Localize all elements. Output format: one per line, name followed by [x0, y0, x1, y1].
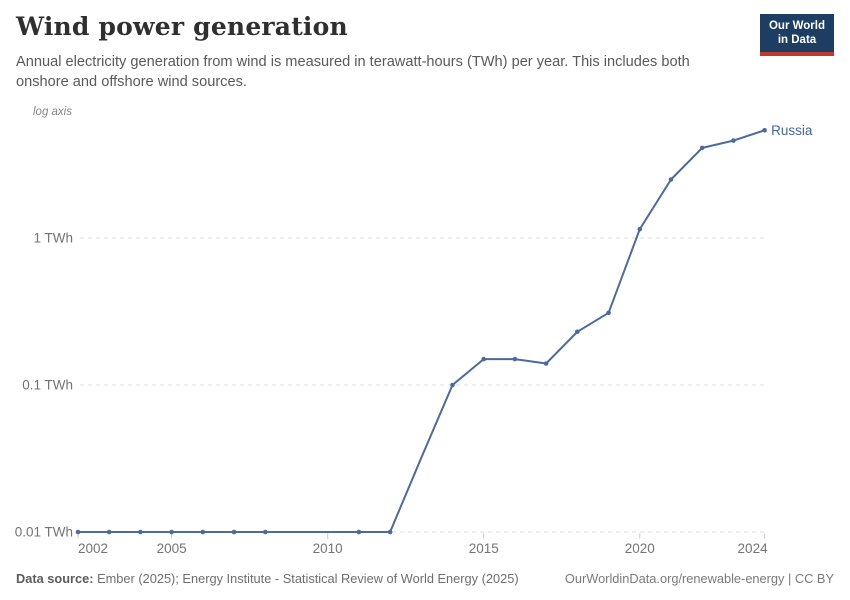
data-point-marker[interactable] [668, 177, 674, 182]
chart-subtitle: Annual electricity generation from wind … [16, 54, 690, 91]
data-point-marker[interactable] [356, 529, 362, 535]
data-point-marker[interactable] [481, 356, 487, 362]
data-point-marker[interactable] [263, 529, 268, 535]
data-point-marker[interactable] [606, 310, 611, 316]
data-source-label: Data source: [16, 571, 94, 586]
data-point-marker[interactable] [169, 529, 174, 535]
data-point-marker[interactable] [106, 529, 112, 535]
line-chart: 1 TWh 0.1 TWh 0.01 TWh log axis 2002 2005 2010… [15, 106, 813, 556]
data-source-text: Ember (2025); Energy Institute - Statist… [93, 571, 519, 586]
data-point-marker[interactable] [512, 356, 518, 362]
data-point-marker[interactable] [231, 529, 237, 535]
x-axis-label: 2005 [157, 541, 187, 556]
data-point-marker[interactable] [699, 145, 705, 151]
y-axis-label: 0.1 TWh [22, 378, 73, 393]
y-axis-label: 0.01 TWh [15, 525, 73, 540]
owid-credit-link[interactable]: OurWorldinData.org/renewable-energy | CC… [564, 571, 834, 586]
y-axis-label: 1 TWh [33, 231, 73, 246]
chart-footer: Data source: Ember (2025); Energy Instit… [16, 571, 834, 586]
series-line[interactable] [77, 129, 766, 533]
data-point-marker[interactable] [637, 226, 643, 232]
data-point-marker[interactable] [543, 361, 549, 366]
data-point-marker[interactable] [200, 529, 206, 535]
owid-logo[interactable]: Our World in Data [760, 14, 834, 56]
x-axis-label: 2015 [469, 541, 499, 556]
data-point-marker[interactable] [450, 382, 455, 388]
x-axis-label: 2010 [313, 541, 343, 556]
data-point-marker[interactable] [731, 138, 736, 143]
data-source-note: Data source: Ember (2025); Energy Instit… [16, 571, 519, 586]
owid-logo-line1: Our World [768, 20, 825, 32]
x-axis-label: 2024 [738, 541, 769, 556]
data-point-marker[interactable] [762, 128, 767, 133]
log-axis-note: log axis [33, 106, 72, 118]
x-axis-label: 2002 [78, 541, 108, 556]
data-point-marker[interactable] [75, 529, 81, 535]
owid-logo-line2: in Data [777, 34, 817, 47]
data-point-marker[interactable] [387, 529, 393, 535]
data-point-marker[interactable] [575, 329, 580, 335]
page-title: Wind power generation [16, 12, 348, 41]
entity-label[interactable]: Russia [771, 123, 813, 138]
x-axis-label: 2020 [625, 541, 655, 556]
data-point-marker[interactable] [138, 529, 143, 535]
